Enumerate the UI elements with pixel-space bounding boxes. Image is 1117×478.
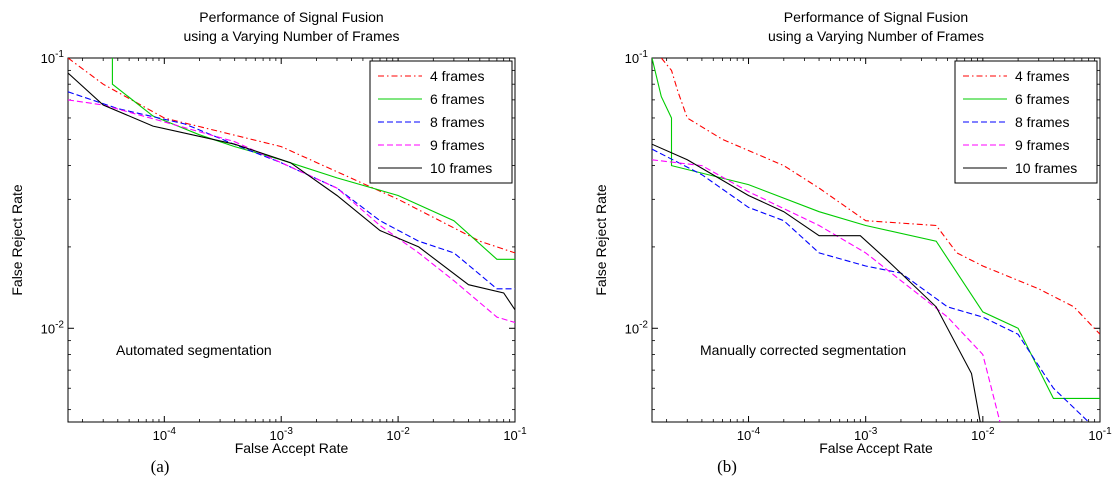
series-line-8-frames [652,148,1089,422]
x-tick-label: 10-2 [386,426,410,443]
series-line-4-frames [660,58,1100,335]
series-line-4-frames [68,58,515,254]
x-tick-label: 10-4 [153,426,177,443]
chart-subtitle: using a Varying Number of Frames [183,28,399,44]
caption: (a) [151,457,170,476]
legend-label: 10 frames [430,160,492,176]
chart-subtitle: using a Varying Number of Frames [768,28,984,44]
x-tick-label: 10-3 [270,426,294,443]
series-line-9-frames [652,159,1001,422]
legend-label: 8 frames [430,114,484,130]
x-tick-label: 10-4 [737,426,761,443]
chart-title: Performance of Signal Fusion [199,9,383,25]
y-tick-label: 10-1 [625,49,649,66]
series-lines [652,58,1100,422]
legend-box [369,60,513,184]
legend: 4 frames 6 frames 8 frames 9 frames 10 frame… [369,60,513,184]
x-tick-label: 10-1 [503,426,527,443]
x-axis-label: False Accept Rate [819,440,933,456]
series-lines [68,58,515,324]
chart-panel-a: 10-4 10-3 10-2 10-1 10-2 10-1 Performance of S… [9,9,527,476]
chart-title: Performance of Signal Fusion [784,9,968,25]
y-tick-label: 10-2 [625,319,649,336]
series-line-10-frames [68,72,515,311]
plot-area [67,57,516,423]
legend-label: 4 frames [1015,68,1069,84]
y-tick-label: 10-1 [41,49,65,66]
legend-label: 6 frames [430,91,484,107]
legend-label: 8 frames [1015,114,1069,130]
chart-panel-b: 10-4 10-3 10-2 10-1 10-2 10-1 Performance of S… [593,9,1112,476]
legend: 4 frames 6 frames 8 frames 9 frames 10 frame… [954,60,1098,184]
caption: (b) [717,457,737,476]
legend-box [954,60,1098,184]
x-tick-label: 10-2 [971,426,995,443]
plot-area [651,57,1101,423]
legend-label: 6 frames [1015,91,1069,107]
legend-label: 9 frames [430,137,484,153]
minor-ticks [68,58,515,422]
minor-ticks [652,58,1100,422]
x-tick-label: 10-3 [854,426,878,443]
series-line-10-frames [652,143,981,422]
series-line-9-frames [68,99,515,324]
series-line-6-frames [652,58,1100,399]
x-axis-label: False Accept Rate [235,440,349,456]
x-tick-label: 10-1 [1088,426,1112,443]
y-axis-label: False Reject Rate [593,184,609,295]
legend-label: 4 frames [430,68,484,84]
legend-label: 10 frames [1015,160,1077,176]
annotation: Automated segmentation [116,342,272,358]
y-axis-label: False Reject Rate [9,184,25,295]
annotation: Manually corrected segmentation [700,342,906,358]
y-tick-label: 10-2 [41,319,65,336]
legend-label: 9 frames [1015,137,1069,153]
